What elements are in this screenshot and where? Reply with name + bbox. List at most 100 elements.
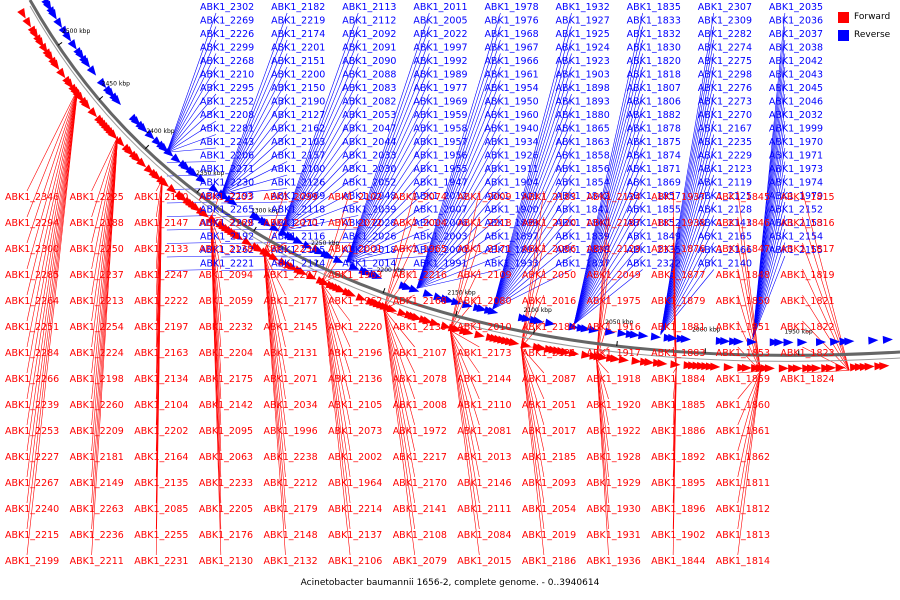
forward-gene-label: ABK1_1819 <box>780 270 834 281</box>
forward-leader-line <box>449 330 480 452</box>
forward-gene-label: ABK1_2176 <box>199 530 253 541</box>
forward-gene-label: ABK1_2131 <box>263 348 317 359</box>
reverse-gene-label: ABK1_2219 <box>271 16 325 27</box>
reverse-leader-line <box>346 255 430 263</box>
forward-gene-label: ABK1_1853 <box>716 348 770 359</box>
reverse-gene-label: ABK1_2270 <box>698 110 752 121</box>
forward-gene-label: ABK1_2183 <box>522 192 576 203</box>
forward-gene-label: ABK1_2110 <box>457 400 511 411</box>
forward-leader-line <box>383 308 415 400</box>
reverse-gene-arrow <box>408 284 420 293</box>
reverse-gene-arrow <box>301 240 313 249</box>
forward-gene-label: ABK1_2070 <box>263 218 317 229</box>
forward-gene-label: ABK1_1845 <box>716 192 770 203</box>
forward-leader-line <box>321 283 351 400</box>
reverse-leader-line <box>660 12 715 335</box>
forward-gene-label: ABK1_2133 <box>134 244 188 255</box>
forward-leader-line <box>321 283 351 452</box>
forward-gene-label: ABK1_2149 <box>70 478 124 489</box>
reverse-leader-line <box>660 53 715 335</box>
reverse-gene-label: ABK1_1958 <box>413 124 467 135</box>
forward-gene-label: ABK1_2137 <box>328 530 382 541</box>
forward-leader-line <box>596 190 609 360</box>
reverse-leader-line <box>221 188 288 195</box>
reverse-gene-arrow <box>314 246 325 255</box>
forward-gene-label: ABK1_2253 <box>5 426 59 437</box>
forward-gene-label: ABK1_2017 <box>522 426 576 437</box>
forward-gene-label: ABK1_2034 <box>263 400 317 411</box>
forward-gene-label: ABK1_1962 <box>328 296 382 307</box>
forward-gene-label: ABK1_2231 <box>134 556 188 567</box>
forward-gene-label: ABK1_2234 <box>263 244 317 255</box>
reverse-gene-arrow <box>815 338 827 347</box>
reverse-leader-line <box>280 80 359 232</box>
forward-gene-label: ABK1_1895 <box>651 478 705 489</box>
forward-leader-line <box>321 283 351 426</box>
forward-leader-line <box>449 330 480 556</box>
kbp-tick-label: 2150 kbp <box>447 290 475 297</box>
forward-gene-label: ABK1_2263 <box>70 504 124 515</box>
kbp-tick-mark <box>616 341 618 347</box>
reverse-leader-line <box>573 174 643 325</box>
forward-gene-label: ABK1_2285 <box>5 270 59 281</box>
forward-leader-line <box>737 242 761 372</box>
kbp-tick-label: 2250 kbp <box>311 240 339 247</box>
forward-gene-label: ABK1_2238 <box>263 452 317 463</box>
reverse-gene-label: ABK1_2155 <box>769 245 823 256</box>
reverse-gene-label: ABK1_1839 <box>556 232 610 243</box>
reverse-gene-label: ABK1_2208 <box>200 110 254 121</box>
forward-leader-line <box>802 294 850 371</box>
reverse-leader-line <box>573 53 643 325</box>
kbp-tick-mark <box>315 259 319 265</box>
reverse-leader-line <box>416 269 501 289</box>
forward-gene-arrow <box>166 183 177 194</box>
forward-leader-line <box>596 359 609 452</box>
forward-gene-arrow <box>536 343 547 352</box>
reverse-gene-label: ABK1_1842 <box>556 191 610 202</box>
forward-gene-label: ABK1_2237 <box>70 270 124 281</box>
forward-leader-line <box>449 268 480 331</box>
forward-leader-line <box>91 136 118 322</box>
forward-leader-line <box>263 253 286 452</box>
forward-gene-label: ABK1_2232 <box>199 322 253 333</box>
forward-gene-label: ABK1_2260 <box>70 400 124 411</box>
reverse-gene-label: ABK1_2174 <box>271 29 325 40</box>
reverse-gene-label: ABK1_1835 <box>627 2 681 13</box>
forward-leader-line <box>737 371 761 426</box>
forward-gene-label: ABK1_2247 <box>134 270 188 281</box>
reverse-gene-label: ABK1_1865 <box>556 124 610 135</box>
forward-gene-label: ABK1_2050 <box>522 270 576 281</box>
forward-gene-label: ABK1_2264 <box>5 296 59 307</box>
forward-gene-label: ABK1_2134 <box>134 374 188 385</box>
forward-gene-arrow <box>355 293 367 301</box>
reverse-leader-line <box>166 161 217 163</box>
reverse-gene-arrow <box>680 334 691 343</box>
reverse-gene-arrow <box>783 338 794 347</box>
forward-gene-label: ABK1_2019 <box>522 530 576 541</box>
forward-leader-line <box>91 136 118 426</box>
forward-leader-line <box>383 308 415 426</box>
forward-leader-line <box>26 88 79 244</box>
reverse-leader-line <box>492 107 572 310</box>
forward-gene-label: ABK1_2142 <box>199 400 253 411</box>
forward-leader-line <box>91 136 118 556</box>
reverse-leader-line <box>660 93 715 335</box>
reverse-leader-line <box>346 161 430 263</box>
reverse-leader-line <box>660 215 715 335</box>
forward-gene-arrow <box>429 318 441 327</box>
reverse-gene-label: ABK1_2082 <box>342 97 396 108</box>
reverse-gene-label: ABK1_1950 <box>484 97 538 108</box>
reverse-gene-label: ABK1_1934 <box>484 137 538 148</box>
forward-gene-label: ABK1_2138 <box>199 244 253 255</box>
forward-leader-line <box>321 283 351 374</box>
kbp-tick-mark <box>382 288 386 294</box>
reverse-gene-label: ABK1_2299 <box>200 43 254 54</box>
reverse-leader-line <box>573 242 643 325</box>
reverse-leader-line <box>660 120 715 335</box>
forward-gene-label: ABK1_2212 <box>263 478 317 489</box>
forward-gene-arrow <box>190 202 201 212</box>
reverse-gene-label: ABK1_2165 <box>698 232 752 243</box>
reverse-leader-line <box>280 161 359 232</box>
reverse-leader-line <box>752 134 786 340</box>
